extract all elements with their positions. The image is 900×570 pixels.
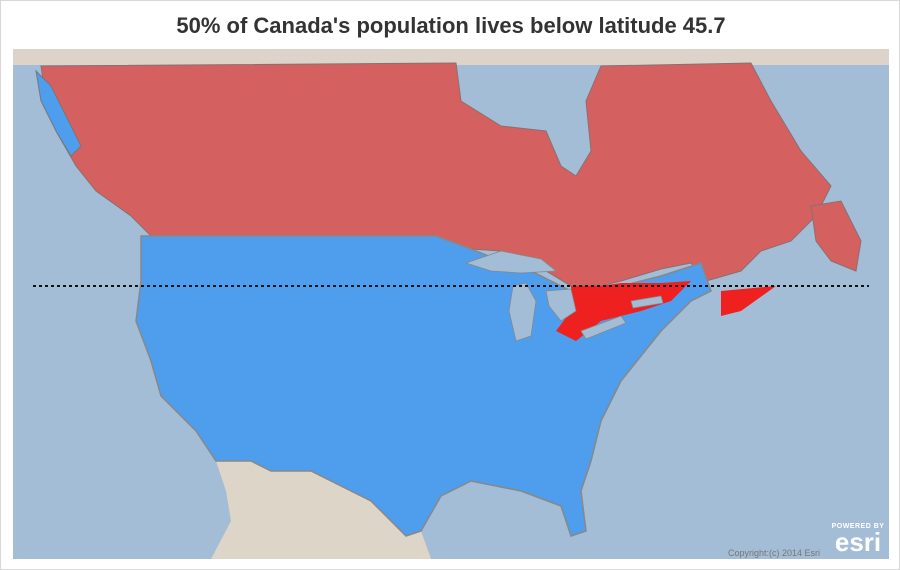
mexico (211, 461, 431, 559)
esri-logo: POWERED BY esri (827, 523, 889, 557)
map (13, 49, 889, 559)
land (13, 49, 889, 65)
newfoundland (810, 200, 862, 272)
logo-tagline: POWERED BY (831, 523, 885, 530)
nova-scotia (721, 286, 776, 316)
map-title: 50% of Canada's population lives below l… (176, 13, 726, 38)
logo-brand: esri (834, 527, 882, 557)
southern-ontario (556, 281, 691, 341)
canada (40, 62, 832, 287)
attribution: Copyright:(c) 2014 Esri (728, 548, 821, 558)
alaska-panhandle (35, 69, 82, 157)
great-lakes (464, 250, 664, 342)
